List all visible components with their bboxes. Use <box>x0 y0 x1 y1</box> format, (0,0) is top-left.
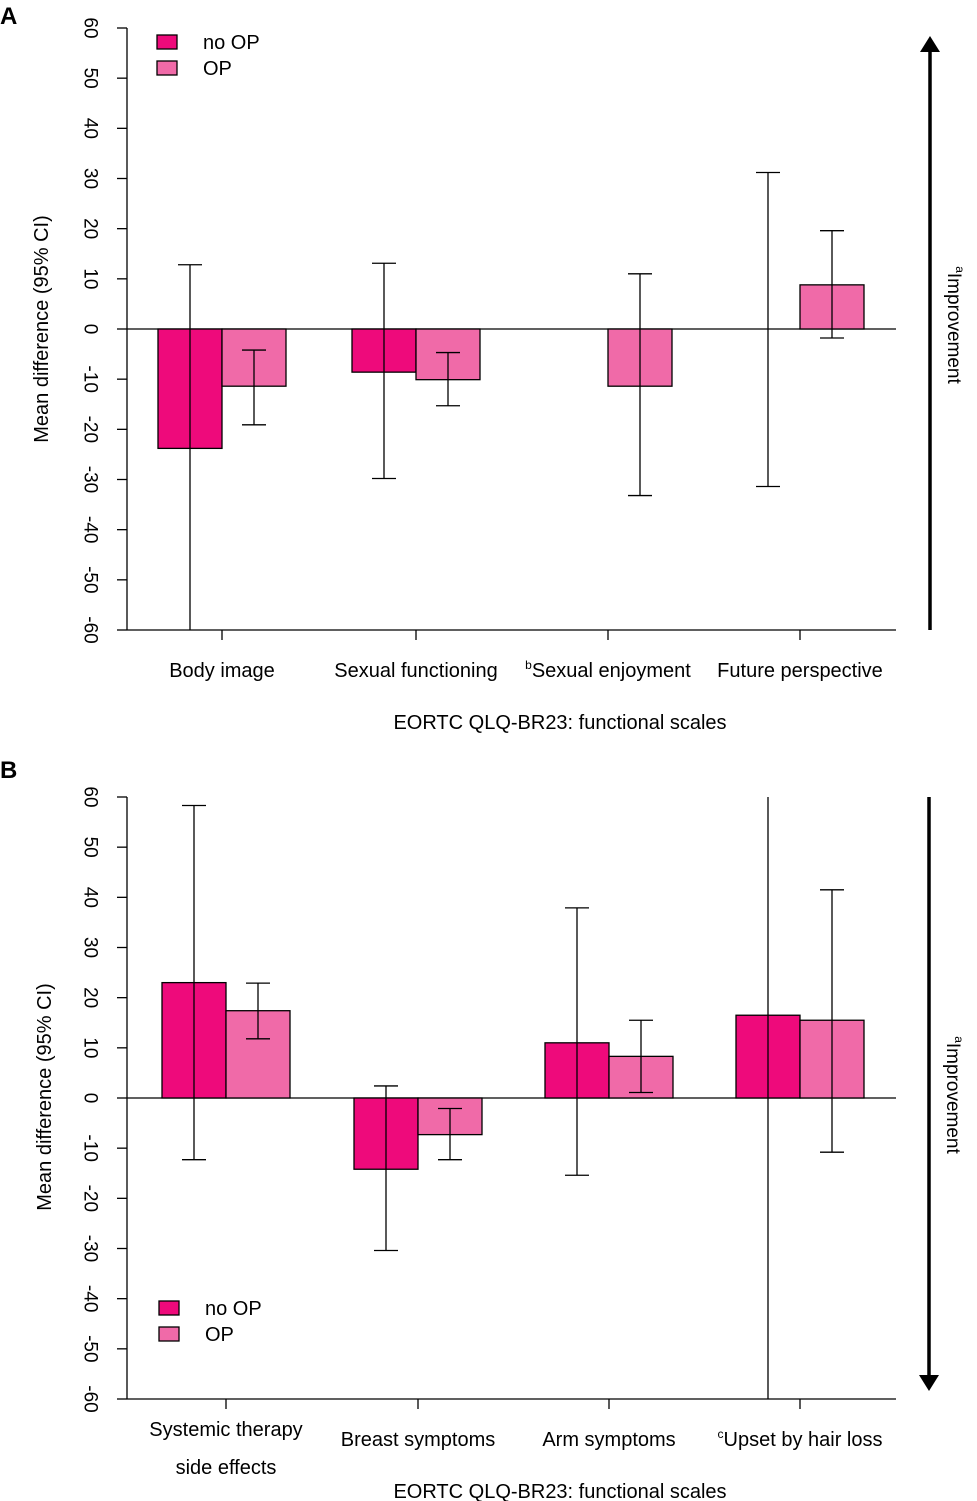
panel-a-y-tick-label: -10 <box>80 365 101 392</box>
panel-b-chart: -60 -50 -40 -30 -20 -10 0 10 20 30 40 50 60 Mean diff… <box>34 786 966 1501</box>
panel-a-legend-label-op: OP <box>203 58 232 80</box>
panel-a-y-tick-label: 30 <box>80 168 101 189</box>
panel-b-legend-swatch-op <box>158 1326 180 1342</box>
panel-b-y-tick-label: -60 <box>80 1385 101 1412</box>
panel-b-improvement-label: aImprovement <box>942 1036 966 1154</box>
panel-a-legend-swatch-op <box>156 60 178 76</box>
panel-b-legend-label-no-op: no OP <box>205 1298 262 1320</box>
panel-a-chart: -60 -50 -40 -30 -20 -10 0 10 20 30 40 50 60 Mean diff… <box>31 17 967 734</box>
panel-a-footnote-marker: b <box>525 658 532 672</box>
panel-a-x-tick-label: Future perspective <box>717 660 883 682</box>
panel-a-y-tick-label: 40 <box>80 118 101 139</box>
panel-a-improvement-label: aImprovement <box>943 266 967 384</box>
panel-b-y-tick-label: 10 <box>80 1037 101 1058</box>
panel-a-y-tick-label: -30 <box>80 466 101 493</box>
panel-a-x-tick-label: bSexual enjoyment <box>525 658 691 682</box>
panel-b-y-tick-label: 60 <box>80 786 101 807</box>
panel-b-x-tick-label: Arm symptoms <box>542 1429 675 1451</box>
panel-b-y-tick-label: 0 <box>80 1093 101 1104</box>
panel-b-y-tick-label: -50 <box>80 1335 101 1362</box>
panel-b-y-tick-label: -10 <box>80 1134 101 1161</box>
panel-b-x-tick-label-text: Upset by hair loss <box>724 1429 883 1451</box>
panel-a-improvement-arrow-head-icon <box>920 36 940 52</box>
panel-b-label: B <box>0 757 18 784</box>
panel-a-improvement-label-text: Improvement <box>943 273 964 385</box>
panel-a-y-tick-label: -60 <box>80 616 101 643</box>
panel-a-y-tick-label: -20 <box>80 416 101 443</box>
panel-a-x-tick-label: Sexual functioning <box>334 660 497 682</box>
panel-b-y-tick-label: -20 <box>80 1185 101 1212</box>
panel-b-x-axis-label: EORTC QLQ-BR23: functional scales <box>393 1481 726 1501</box>
panel-b-x-tick-label: side effects <box>176 1457 277 1479</box>
panel-a-y-tick-label: -40 <box>80 516 101 543</box>
panel-b-y-tick-label: 40 <box>80 887 101 908</box>
panel-b-x-tick-label: cUpset by hair loss <box>718 1427 883 1451</box>
panel-a-x-tick-label-text: Sexual enjoyment <box>532 660 691 682</box>
panel-a-y-tick-label: 20 <box>80 218 101 239</box>
panel-a-legend-swatch-no-op <box>156 34 178 50</box>
panel-a-y-tick-label: -50 <box>80 566 101 593</box>
panel-b-y-tick-label: 50 <box>80 837 101 858</box>
panel-a-y-tick-label: 50 <box>80 68 101 89</box>
panel-a-y-axis-label: Mean difference (95% CI) <box>31 215 53 443</box>
panel-a-y-tick-label: 0 <box>80 324 101 335</box>
panel-b-x-tick-label: Systemic therapy <box>149 1419 302 1441</box>
panel-a-label: A <box>0 3 18 30</box>
panel-a-legend-label-no-op: no OP <box>203 32 260 54</box>
panel-b-y-tick-label: 20 <box>80 987 101 1008</box>
panel-a-y-tick-label: 60 <box>80 17 101 38</box>
panel-b-y-tick-label: 30 <box>80 937 101 958</box>
panel-a-y-tick-label: 10 <box>80 268 101 289</box>
panel-b-footnote-marker: a <box>952 1036 966 1043</box>
panel-b-legend-label-op: OP <box>205 1324 234 1346</box>
panel-a-x-tick-label: Body image <box>169 660 275 682</box>
panel-b-y-tick-label: -30 <box>80 1235 101 1262</box>
panel-b-legend-swatch-no-op <box>158 1300 180 1316</box>
panel-b-bar-op <box>225 1010 291 1099</box>
panel-b-y-axis-label: Mean difference (95% CI) <box>34 983 56 1211</box>
panel-b-improvement-label-text: Improvement <box>942 1043 963 1155</box>
panel-b-improvement-arrow-head-icon <box>919 1375 939 1391</box>
panel-b-footnote-marker: c <box>718 1427 724 1441</box>
panel-a-footnote-marker: a <box>953 266 967 273</box>
panel-a-x-axis-label: EORTC QLQ-BR23: functional scales <box>393 712 726 734</box>
panel-b-y-tick-label: -40 <box>80 1285 101 1312</box>
panel-b-x-tick-label: Breast symptoms <box>341 1429 495 1451</box>
